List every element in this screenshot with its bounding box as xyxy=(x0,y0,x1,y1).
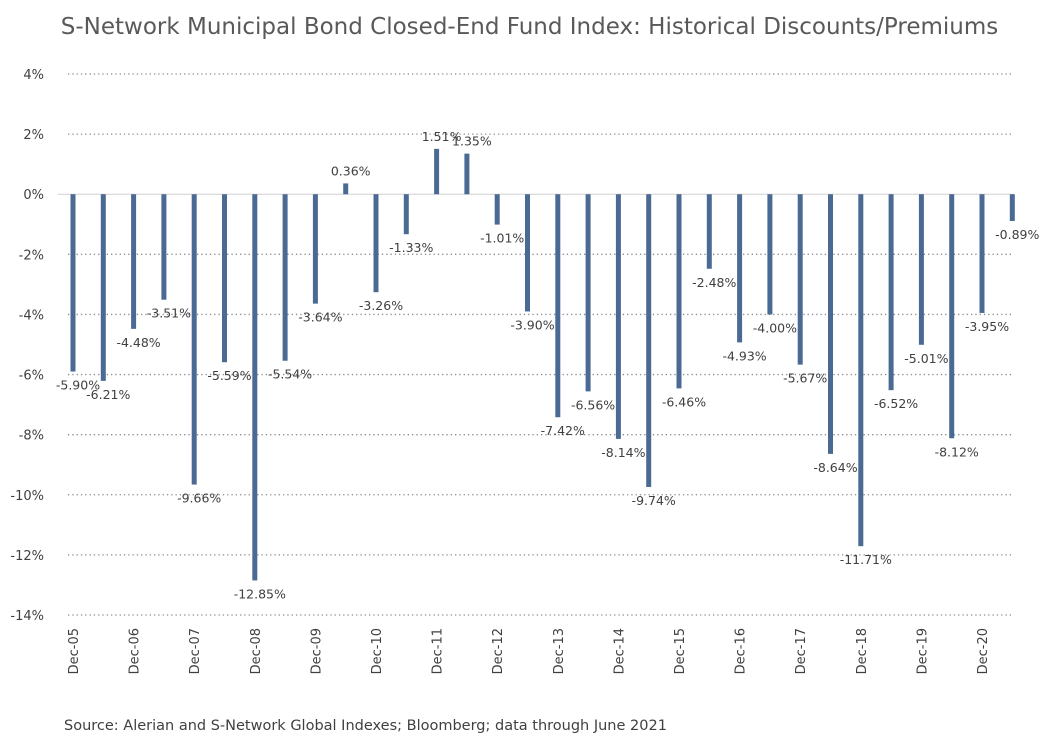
data-label: -8.14% xyxy=(601,445,645,460)
x-tick-label: Dec-16 xyxy=(734,628,749,674)
bar xyxy=(282,194,288,361)
bar xyxy=(767,194,773,315)
bar xyxy=(858,194,864,547)
data-label: -7.42% xyxy=(541,423,585,438)
bar xyxy=(403,194,409,235)
data-label: -5.54% xyxy=(268,367,312,382)
data-label: -9.74% xyxy=(632,493,676,508)
data-label: -5.01% xyxy=(904,351,948,366)
data-label: -6.21% xyxy=(86,387,130,402)
source-note: Source: Alerian and S-Network Global Ind… xyxy=(64,718,667,734)
bar xyxy=(312,194,318,304)
bar xyxy=(70,194,76,372)
bar xyxy=(949,194,955,439)
bar xyxy=(979,194,985,313)
data-label: -1.01% xyxy=(480,231,524,246)
bar xyxy=(797,194,803,365)
bar xyxy=(585,194,591,392)
y-tick-label: -6% xyxy=(19,369,44,384)
data-label: -3.64% xyxy=(298,310,342,325)
y-axis-ticks: 4% 2% 0% -2% -4% -6% -8% -10% -12% -14% xyxy=(10,68,44,624)
data-label: -8.64% xyxy=(813,460,857,475)
bar xyxy=(828,194,833,454)
bar xyxy=(222,194,227,363)
bar xyxy=(706,194,712,269)
data-label: -2.48% xyxy=(692,275,736,290)
bar xyxy=(131,194,137,329)
data-label: -5.67% xyxy=(783,371,827,386)
x-tick-label: Dec-13 xyxy=(552,628,567,674)
x-tick-label: Dec-12 xyxy=(491,628,506,674)
data-label: -1.33% xyxy=(389,240,433,255)
data-label: -0.89% xyxy=(995,227,1039,242)
data-label: 1.51% xyxy=(422,129,462,144)
bar xyxy=(737,194,743,343)
bar xyxy=(888,194,894,391)
bar xyxy=(343,183,349,195)
data-label: -6.46% xyxy=(662,394,706,409)
data-labels: -5.90%-6.21% -4.48% -3.51% -9.66% -5.59% -12.… xyxy=(56,129,1040,602)
bar xyxy=(676,194,682,389)
data-label: 1.35% xyxy=(452,134,492,149)
x-axis-ticks: Dec-05 Dec-06 Dec-07 Dec-08 Dec-09 Dec-10 Dec-… xyxy=(67,628,991,674)
data-label: -3.26% xyxy=(359,298,403,313)
bar xyxy=(525,194,530,312)
data-label: -12.85% xyxy=(234,586,286,601)
x-tick-label: Dec-17 xyxy=(794,628,809,674)
gridlines xyxy=(68,73,1014,616)
data-label: -11.71% xyxy=(840,552,892,567)
bar xyxy=(373,194,379,293)
bar xyxy=(252,194,258,581)
bar xyxy=(555,194,561,418)
x-tick-label: Dec-20 xyxy=(976,628,991,674)
bars xyxy=(70,148,1015,581)
chart-title: S-Network Municipal Bond Closed-End Fund… xyxy=(60,14,999,40)
x-tick-label: Dec-08 xyxy=(249,628,264,674)
x-tick-label: Dec-18 xyxy=(855,628,870,674)
data-label: -3.51% xyxy=(147,306,191,321)
bar xyxy=(615,194,621,439)
bar xyxy=(161,194,167,300)
x-tick-label: Dec-06 xyxy=(128,628,143,674)
bar xyxy=(464,153,470,195)
y-tick-label: -2% xyxy=(19,248,44,263)
bar xyxy=(100,194,106,381)
x-tick-label: Dec-19 xyxy=(915,628,930,674)
bar xyxy=(434,148,440,195)
bar xyxy=(646,194,652,487)
data-label: -8.12% xyxy=(935,444,979,459)
data-label: -4.00% xyxy=(753,320,797,335)
data-label: -6.52% xyxy=(874,396,918,411)
y-tick-label: -10% xyxy=(10,489,44,504)
x-tick-label: Dec-10 xyxy=(370,628,385,674)
y-tick-label: -14% xyxy=(10,609,44,624)
bar xyxy=(494,194,500,225)
y-tick-label: -12% xyxy=(10,549,44,564)
data-label: -6.56% xyxy=(571,397,615,412)
data-label: -9.66% xyxy=(177,491,221,506)
y-tick-label: -8% xyxy=(19,429,44,444)
bar xyxy=(918,194,924,345)
y-tick-label: 4% xyxy=(23,68,44,83)
x-tick-label: Dec-09 xyxy=(309,628,324,674)
data-label: -4.48% xyxy=(116,335,160,350)
x-tick-label: Dec-05 xyxy=(67,628,82,674)
y-tick-label: 0% xyxy=(23,188,44,203)
data-label: -5.59% xyxy=(207,368,251,383)
data-label: 0.36% xyxy=(331,163,371,178)
data-label: -4.93% xyxy=(722,348,766,363)
data-label: -3.95% xyxy=(965,319,1009,334)
x-tick-label: Dec-07 xyxy=(188,628,203,674)
bar xyxy=(191,194,197,485)
bar xyxy=(1009,194,1015,221)
x-tick-label: Dec-11 xyxy=(431,628,446,674)
y-tick-label: 2% xyxy=(23,128,44,143)
data-label: -3.90% xyxy=(510,317,554,332)
x-tick-label: Dec-15 xyxy=(673,628,688,674)
y-tick-label: -4% xyxy=(19,308,44,323)
data-label: -5.90% xyxy=(56,378,100,393)
x-tick-label: Dec-14 xyxy=(612,628,627,674)
